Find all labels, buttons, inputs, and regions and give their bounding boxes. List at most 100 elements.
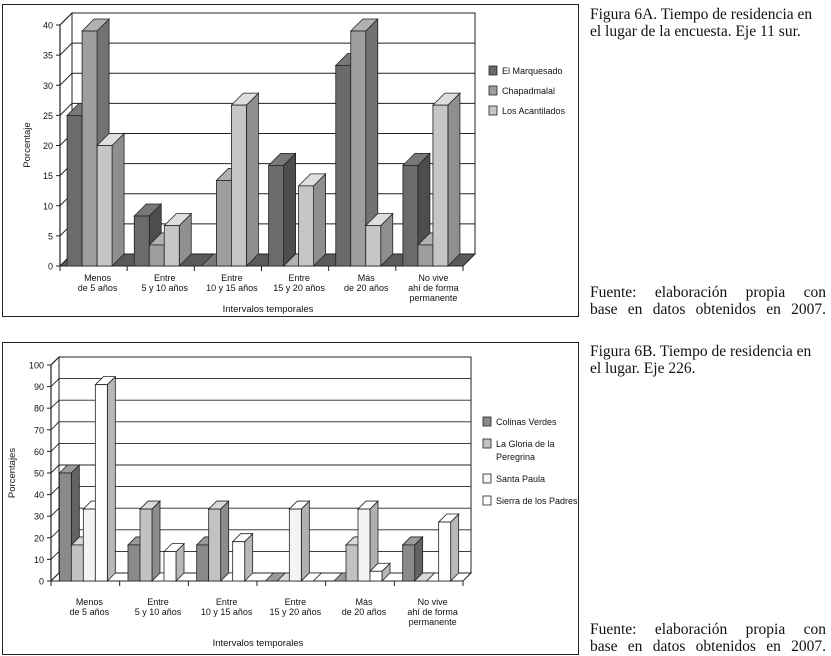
bar-chart_a-2-1 (163, 212, 193, 267)
chart-b-panel: 0 10 20 30 40 50 60 70 80 90 100 Menos de 5 años Entr… (2, 342, 579, 655)
chart-b: 0 10 20 30 40 50 60 70 80 90 100 Menos de 5 años Entr… (7, 355, 578, 649)
legend-label: Chapadmalal (502, 86, 555, 96)
y-tick-label: 10 (34, 555, 44, 565)
x-category-label: Entre 10 y 15 años (206, 273, 258, 293)
legend-swatch (488, 65, 498, 76)
gridline (50, 356, 471, 366)
y-axis-title: Porcentajes (7, 448, 18, 498)
bar-chart_a-2-3 (297, 172, 327, 267)
bar-front (70, 544, 84, 582)
bar-chart_a-0-3 (267, 152, 297, 267)
y-tick-label: 0 (48, 262, 53, 272)
legend: El Marquesado Chapadmalal Los Acantilados (488, 65, 566, 116)
bar-front (402, 164, 419, 267)
bar-chart_a-2-5 (431, 92, 461, 267)
bar-side (283, 152, 296, 267)
y-tick-label: 15 (43, 171, 53, 181)
bar-front (81, 30, 98, 267)
gridline (59, 12, 475, 26)
chart-a: 0 5 10 15 20 25 30 35 40 Menos de 5 años Entre 5 y 1… (22, 11, 566, 315)
bar-front (365, 225, 382, 267)
bar-chart_b-3-1 (163, 542, 185, 582)
bar-front (148, 244, 165, 267)
x-category-label: Entre 10 y 15 años (201, 597, 253, 617)
legend-swatch (482, 438, 492, 449)
bar-chart_b-0-5 (401, 535, 424, 582)
bar-front (350, 30, 367, 267)
figure-a-caption: Figura 6A. Tiempo de residencia en el lu… (590, 6, 813, 40)
bar-front (232, 541, 246, 582)
bar-front (82, 508, 96, 582)
x-category-label: Entre 15 y 20 años (273, 273, 325, 293)
x-category-label: Menos de 5 años (78, 273, 118, 293)
bar-side (246, 92, 259, 267)
bar-chart_b-2-3 (288, 500, 311, 582)
bar-chart_b-3-5 (437, 513, 460, 582)
figure-a-source: Fuente: elaboración propia con base en d… (590, 284, 826, 318)
bar-top (300, 572, 323, 582)
bar-front (133, 215, 150, 267)
bar-front (268, 164, 284, 267)
gridline (50, 464, 471, 474)
bar-front (231, 104, 247, 267)
y-tick-label: 30 (34, 512, 44, 522)
bar-front (208, 508, 222, 582)
y-tick-label: 20 (43, 141, 53, 151)
legend-label: Los Acantilados (502, 106, 566, 116)
bar-side (151, 500, 161, 582)
bar-front (66, 114, 83, 267)
bar-side (450, 513, 460, 582)
y-tick-label: 80 (34, 404, 44, 414)
x-axis-title: Intervalos temporales (213, 638, 304, 649)
bar-front (139, 508, 153, 582)
y-tick-label: 20 (34, 533, 44, 543)
y-tick-label: 100 (29, 361, 44, 371)
y-tick-label: 5 (48, 231, 53, 241)
x-category-label: No vive ahí de forma permanente (408, 273, 459, 303)
y-tick-label: 40 (34, 490, 44, 500)
x-category-label: Entre 5 y 10 años (141, 273, 188, 293)
bar-front (438, 521, 452, 582)
legend-swatch (482, 473, 492, 484)
bar-front (216, 180, 232, 267)
bar-front (298, 185, 314, 267)
bar-chart_a-2-4 (364, 212, 394, 267)
bar-chart_b-3-0 (94, 375, 117, 582)
gridline (50, 421, 471, 431)
bar-front (58, 472, 72, 582)
x-category-label: Más de 20 años (342, 597, 387, 617)
bar-front (417, 244, 434, 267)
bar-side (106, 375, 116, 582)
bar-chart_b-3-2 (231, 532, 254, 582)
legend: Colinas Verdes La Gloria de la Peregrina Sa… (482, 416, 578, 506)
figure-a-source-line1: Fuente: elaboración propia con (590, 284, 826, 301)
legend-swatch (482, 416, 492, 427)
legend-label: Santa Paula (496, 474, 545, 484)
legend-label: Sierra de los Padres (496, 496, 578, 506)
bar-side (447, 92, 461, 267)
bar-side (220, 500, 230, 582)
chart-a-panel: 0 5 10 15 20 25 30 35 40 Menos de 5 años Entre 5 y 1… (2, 4, 579, 317)
bar-chart_b-1-2 (207, 500, 230, 582)
y-tick-label: 30 (43, 81, 53, 91)
y-tick-label: 25 (43, 111, 53, 121)
figure-a-source-line2: base en datos obtenidos en 2007. (590, 301, 826, 318)
legend-swatch (482, 495, 492, 506)
legend-label: Colinas Verdes (496, 417, 557, 427)
x-category-label: Menos de 5 años (70, 597, 110, 617)
bar-chart_a-1-4 (349, 18, 379, 267)
y-tick-label: 70 (34, 425, 44, 435)
bar-chart_a-0-5 (401, 152, 431, 267)
bar-chart_a-2-2 (230, 92, 260, 267)
gridline (50, 378, 471, 387)
y-tick-label: 0 (39, 577, 44, 587)
figure-b-caption: Figura 6B. Tiempo de residencia en el lu… (590, 343, 812, 377)
x-category-label: Entre 5 y 10 años (135, 597, 182, 617)
bar-side (111, 132, 125, 267)
x-category-label: Más de 20 años (344, 273, 389, 293)
y-tick-label: 10 (43, 201, 53, 211)
bar-front (196, 544, 210, 582)
legend-label: La Gloria de la Peregrina (496, 439, 555, 462)
bar-front (163, 551, 177, 582)
y-tick-label: 90 (34, 382, 44, 392)
